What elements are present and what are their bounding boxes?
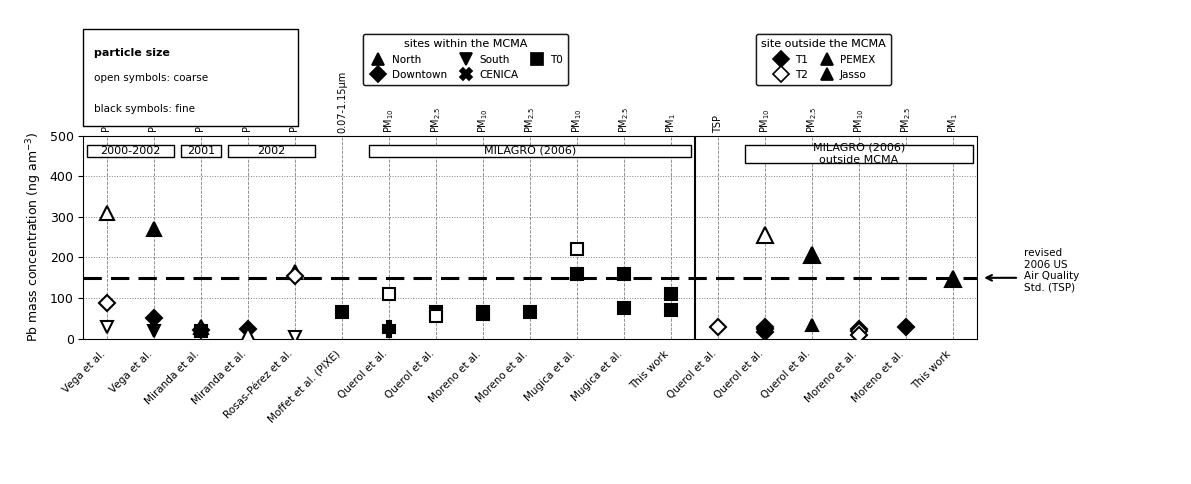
Text: revised
2006 US
Air Quality
Std. (TSP): revised 2006 US Air Quality Std. (TSP) — [1023, 248, 1079, 293]
Text: 2002: 2002 — [257, 146, 286, 156]
Text: MILAGRO (2006): MILAGRO (2006) — [484, 146, 576, 156]
Bar — [369, 145, 691, 157]
Text: PM$_{2.5}$: PM$_{2.5}$ — [241, 107, 255, 134]
Text: 2000-2002: 2000-2002 — [100, 146, 161, 156]
Text: TSP: TSP — [713, 116, 723, 134]
Text: 2001: 2001 — [187, 146, 214, 156]
Text: PM$_{2.5}$: PM$_{2.5}$ — [899, 107, 913, 134]
Text: PM$_{10}$: PM$_{10}$ — [570, 109, 584, 134]
Text: PM$_{10}$: PM$_{10}$ — [853, 109, 866, 134]
Legend: North, Downtown, South, CENICA, T0: North, Downtown, South, CENICA, T0 — [362, 34, 568, 85]
Text: MILAGRO (2006)
outside MCMA: MILAGRO (2006) outside MCMA — [813, 143, 905, 165]
Text: PM$_{2.5}$: PM$_{2.5}$ — [146, 107, 161, 134]
Bar — [746, 145, 973, 163]
Text: PM$_{10}$: PM$_{10}$ — [288, 109, 301, 134]
Text: PM$_{10}$: PM$_{10}$ — [382, 109, 395, 134]
FancyBboxPatch shape — [83, 29, 298, 126]
Text: PM$_{2.5}$: PM$_{2.5}$ — [523, 107, 537, 134]
Text: 0.07-1.15μm: 0.07-1.15μm — [337, 71, 347, 134]
Text: PM$_{2.5}$: PM$_{2.5}$ — [805, 107, 819, 134]
Text: PM$_{10}$: PM$_{10}$ — [100, 109, 114, 134]
Text: PM$_{10}$: PM$_{10}$ — [476, 109, 490, 134]
Bar — [181, 145, 220, 157]
Text: black symbols: fine: black symbols: fine — [94, 104, 195, 114]
Text: PM$_{15}$: PM$_{15}$ — [194, 109, 207, 134]
Text: PM$_1$: PM$_1$ — [665, 113, 678, 134]
Text: PM$_1$: PM$_1$ — [946, 113, 960, 134]
Text: PM$_{2.5}$: PM$_{2.5}$ — [617, 107, 631, 134]
Legend: T1, T2, PEMEX, Jasso: T1, T2, PEMEX, Jasso — [755, 34, 891, 85]
Bar — [87, 145, 174, 157]
Bar — [229, 145, 314, 157]
Text: PM$_{10}$: PM$_{10}$ — [759, 109, 772, 134]
Text: particle size: particle size — [94, 48, 170, 59]
Text: open symbols: coarse: open symbols: coarse — [94, 73, 208, 83]
Y-axis label: Pb mass concentration (ng am$^{-3}$): Pb mass concentration (ng am$^{-3}$) — [25, 132, 44, 343]
Text: PM$_{2.5}$: PM$_{2.5}$ — [429, 107, 443, 134]
